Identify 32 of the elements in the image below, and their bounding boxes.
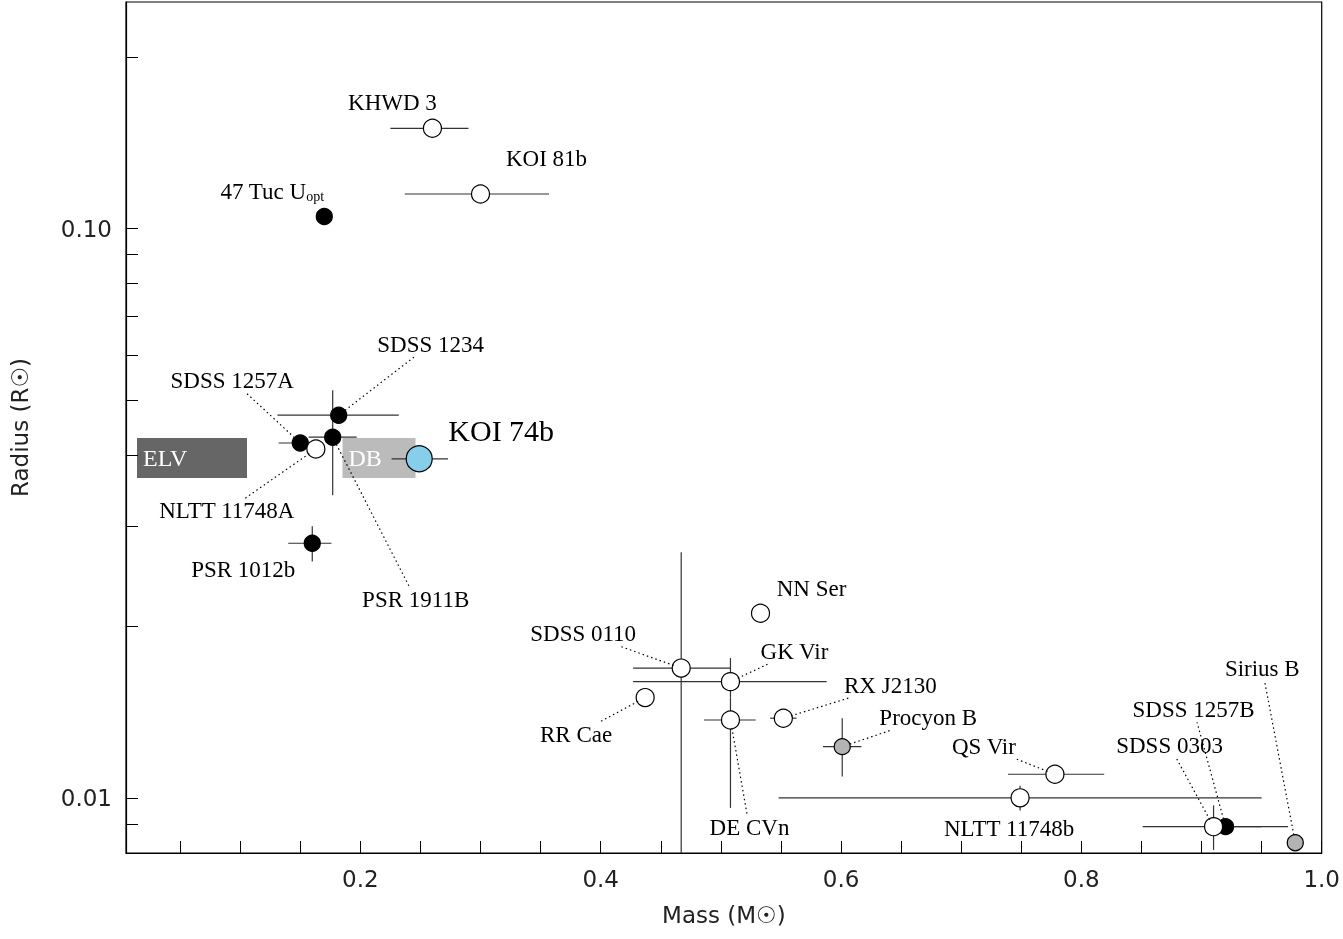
annotation: KOI 74b [448,414,555,448]
annotation: KHWD 3 [348,89,437,115]
annotation: QS Vir [951,733,1017,759]
annotation: Procyon B [879,705,978,731]
annotation: ELV [143,445,189,471]
annotation: Sirius B [1224,656,1300,682]
y-axis-title: Radius (R☉) [6,358,33,497]
annotation: SDSS 1257A [170,367,295,393]
annotation: GK Vir [760,639,829,665]
x-tick-label: 1.0 [1303,865,1340,892]
x-axis-title: Mass (M☉) [662,901,786,928]
annotation: RR Cae [540,722,613,748]
annotation: NLTT 11748b [944,816,1075,842]
x-tick-label: 0.6 [822,865,860,892]
annotation: DB [348,445,382,471]
x-tick-label: 0.2 [342,865,379,892]
annotation: PSR 1911B [362,586,470,612]
annotation: SDSS 1257B [1132,697,1255,723]
annotation: SDSS 0110 [530,620,637,646]
annotation: DE CVn [709,815,790,841]
annotation: RX J2130 [844,672,937,698]
annotation: KOI 81b [505,146,588,172]
y-tick-label: 0.01 [60,784,112,811]
x-tick-label: 0.8 [1063,865,1100,892]
annotation: SDSS 1234 [377,331,485,357]
y-tick-label: 0.10 [60,215,112,242]
annotation: 47 Tuc Uopt [220,178,325,205]
annotation: SDSS 0303 [1116,733,1223,759]
x-tick-label: 0.4 [582,865,619,892]
annotation: NN Ser [776,575,847,601]
annotation: NLTT 11748A [159,498,295,524]
annotation: PSR 1012b [191,556,296,582]
